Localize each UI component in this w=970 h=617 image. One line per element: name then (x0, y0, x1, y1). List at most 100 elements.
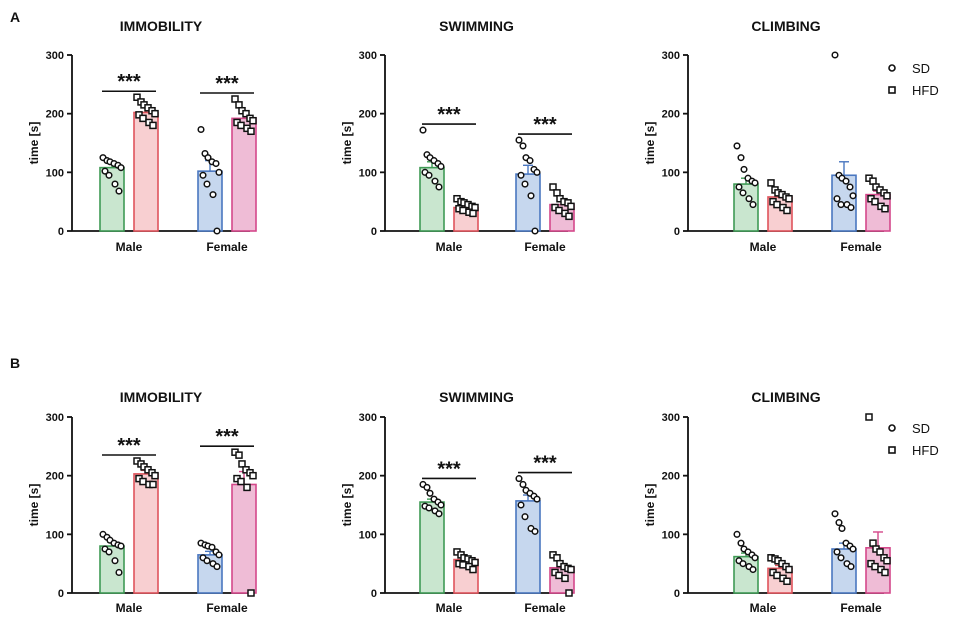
data-point (116, 570, 122, 576)
y-tick-label: 300 (662, 412, 680, 424)
data-point (884, 193, 890, 199)
data-point (848, 564, 854, 570)
y-tick-label: 100 (662, 529, 680, 541)
bar-hfd-male (134, 112, 158, 231)
data-point (834, 196, 840, 202)
data-point (752, 180, 758, 186)
data-point (882, 569, 888, 575)
data-point (150, 481, 156, 487)
legend-sd-label: SD (912, 421, 930, 436)
x-tick-label: Male (436, 240, 463, 254)
legend-sd-marker-icon (889, 65, 895, 71)
chart-title: CLIMBING (751, 18, 820, 34)
data-point (204, 181, 210, 187)
y-tick-label: 300 (359, 412, 377, 424)
data-point (248, 590, 254, 596)
data-point (518, 502, 524, 508)
data-point (738, 540, 744, 546)
bar-hfd-male (134, 474, 158, 593)
data-point (554, 190, 560, 196)
bar-hfd-female (232, 118, 256, 231)
y-axis-label: time [s] (643, 484, 657, 527)
chart-immobility-b: IMMOBILITYtime [s]0100200300Male***Femal… (27, 389, 256, 615)
data-point (198, 127, 204, 133)
significance-label: *** (215, 426, 239, 448)
data-point (740, 190, 746, 196)
data-point (106, 549, 112, 555)
data-point (843, 178, 849, 184)
data-point (774, 202, 780, 208)
data-point (870, 540, 876, 546)
legend-hfd-label: HFD (912, 443, 939, 458)
data-point (774, 572, 780, 578)
data-point (516, 476, 522, 482)
y-axis-label: time [s] (340, 484, 354, 527)
legend-hfd-label: HFD (912, 83, 939, 98)
data-point (238, 122, 244, 128)
y-tick-label: 0 (58, 588, 64, 600)
data-point (527, 158, 533, 164)
data-point (839, 526, 845, 532)
data-point (140, 479, 146, 485)
data-point (470, 567, 476, 573)
legend-sd-marker-icon (889, 425, 895, 431)
data-point (244, 484, 250, 490)
y-tick-label: 300 (662, 50, 680, 62)
chart-swimming-b: SWIMMING time [s] 0 100 200 300 Male *** Female *… (340, 389, 574, 615)
data-point (566, 590, 572, 596)
legend-hfd-marker-icon (889, 447, 895, 453)
data-point (236, 452, 242, 458)
y-tick-label: 200 (662, 471, 680, 483)
data-point (832, 511, 838, 517)
data-point (872, 564, 878, 570)
data-point (424, 485, 430, 491)
data-point (236, 102, 242, 108)
chart-title: IMMOBILITY (120, 18, 203, 34)
data-point (768, 180, 774, 186)
y-tick-label: 300 (359, 50, 377, 62)
data-point (746, 196, 752, 202)
data-point (518, 172, 524, 178)
y-tick-label: 0 (674, 588, 680, 600)
data-point (106, 172, 112, 178)
data-point (436, 184, 442, 190)
data-point (216, 552, 222, 558)
data-point (152, 111, 158, 117)
y-axis-label: time [s] (643, 122, 657, 165)
data-point (116, 188, 122, 194)
data-point (420, 127, 426, 133)
data-point (534, 496, 540, 502)
data-point (568, 567, 574, 573)
data-point (882, 206, 888, 212)
data-point (250, 473, 256, 479)
data-point (866, 414, 872, 420)
data-point (870, 178, 876, 184)
significance-label: *** (215, 73, 239, 95)
data-point (884, 558, 890, 564)
data-point (834, 549, 840, 555)
y-tick-label: 100 (662, 167, 680, 179)
x-tick-label: Male (750, 240, 777, 254)
y-tick-label: 200 (46, 471, 64, 483)
significance-label: *** (437, 104, 461, 126)
data-point (200, 172, 206, 178)
data-point (112, 181, 118, 187)
chart-title: IMMOBILITY (120, 389, 203, 405)
legend-panel-a: SD HFD (889, 61, 939, 98)
data-point (204, 558, 210, 564)
y-tick-label: 100 (46, 167, 64, 179)
chart-climbing-a: CLIMBING time [s] 0 100 200 300 Male Female (643, 18, 890, 254)
x-tick-label: Female (524, 240, 566, 254)
data-point (850, 193, 856, 199)
data-point (550, 184, 556, 190)
data-point (786, 567, 792, 573)
chart-immobility-a: IMMOBILITY time [s] 0 100 200 300 Male *** Femal… (27, 18, 256, 254)
data-point (562, 575, 568, 581)
chart-title: SWIMMING (439, 389, 514, 405)
significance-label: *** (533, 453, 557, 475)
chart-title: CLIMBING (751, 389, 820, 405)
data-point (566, 213, 572, 219)
y-tick-label: 200 (46, 109, 64, 121)
bar-sd-female (198, 171, 222, 231)
